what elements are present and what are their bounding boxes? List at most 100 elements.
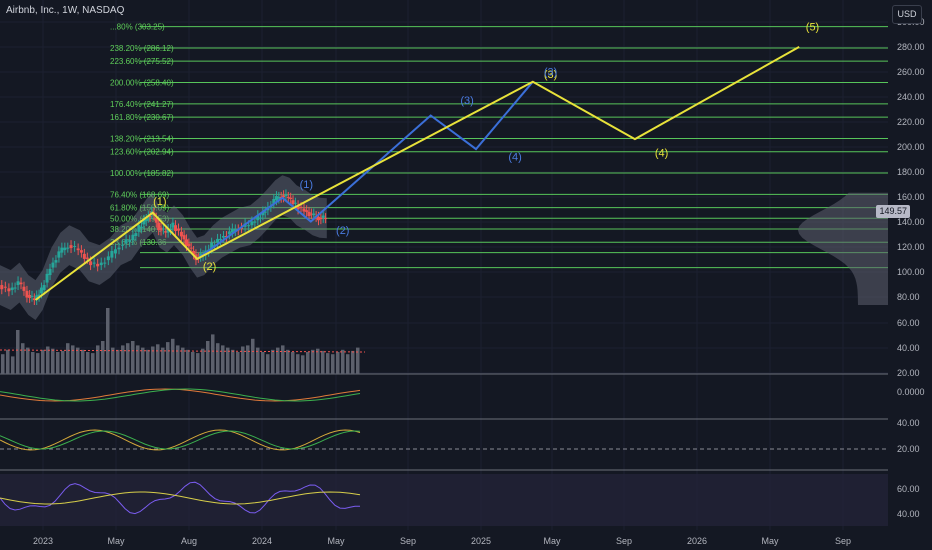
candle-body-20-1 [176, 228, 180, 231]
candle-body-36-2 [309, 213, 313, 215]
fib-label-13: 23.60% (130.36 [110, 238, 167, 247]
candle-body-8-2 [76, 248, 80, 251]
x-tick-6: 2025 [471, 536, 491, 546]
candle-body-7-0 [60, 247, 64, 253]
candle-body-35-0 [296, 205, 300, 210]
candle-body-0-1 [3, 286, 7, 288]
macd-pane [0, 388, 361, 402]
volume-bar-6 [31, 352, 35, 374]
y-tick-3: 240.00 [897, 92, 925, 102]
candle-body-32-1 [277, 196, 281, 199]
pane-tick-1: 40.00 [897, 418, 920, 428]
volume-bar-51 [256, 347, 260, 374]
volume-bar-45 [226, 347, 230, 374]
candle-body-28-2 [247, 225, 251, 227]
candle-body-8-0 [69, 245, 73, 249]
candle-body-5-0 [42, 285, 46, 291]
candle-body-26-1 [224, 235, 228, 237]
volume-bar-13 [66, 343, 70, 374]
candle-body-32-2 [279, 196, 283, 198]
candle-body-4-1 [37, 294, 41, 297]
y-tick-5: 200.00 [897, 142, 925, 152]
candle-body-20-2 [179, 231, 183, 237]
candle-body-37-2 [316, 216, 320, 221]
fib-label-6: 138.20% (213.54) [110, 134, 174, 143]
candle-body-1-1 [13, 287, 17, 289]
candle-body-2-0 [19, 282, 23, 285]
bollinger-band-area [0, 175, 327, 320]
volume-bar-44 [221, 345, 225, 374]
candle-body-7-1 [63, 247, 67, 251]
candle-body-6-0 [51, 262, 55, 268]
volume-bar-26 [131, 341, 135, 374]
volume-bar-35 [176, 345, 180, 374]
volume-bar-66 [331, 354, 335, 374]
candle-body-33-0 [282, 195, 286, 198]
blue-wave-label-2: (3) [460, 95, 473, 107]
yellow-wave-label-3: (4) [655, 148, 668, 160]
candle-body-27-1 [233, 229, 237, 232]
volume-bar-39 [196, 353, 200, 374]
candle-body-3-0 [28, 295, 32, 298]
candle-body-26-2 [227, 231, 231, 235]
currency-button[interactable]: USD [892, 5, 922, 24]
x-tick-1: May [107, 536, 125, 546]
volume-bar-56 [281, 345, 285, 374]
x-tick-9: 2026 [687, 536, 707, 546]
candle-body-18-1 [161, 228, 165, 230]
volume-bar-34 [171, 338, 175, 374]
candle-body-29-0 [250, 221, 254, 226]
pane-tick-3: 60.00 [897, 484, 920, 494]
candle-body-26-0 [221, 235, 225, 238]
candle-body-6-2 [57, 251, 61, 258]
candle-body-31-2 [272, 199, 276, 204]
y-tick-8: 140.00 [897, 217, 925, 227]
x-tick-8: Sep [616, 536, 632, 546]
pane-tick-2: 20.00 [897, 444, 920, 454]
candle-body-14-1 [134, 233, 138, 236]
volume-bar-69 [346, 354, 350, 374]
fib-label-9: 76.40% (168.69) [110, 190, 169, 199]
candle-body-5-2 [48, 268, 52, 276]
volume-bar-29 [146, 349, 150, 374]
candle-body-11-0 [99, 262, 103, 266]
candle-body-19-1 [168, 228, 172, 231]
candle-body-10-0 [89, 261, 93, 266]
candle-body-0-0 [0, 285, 4, 290]
volume-bar-40 [201, 348, 205, 374]
elliott-wave-labels: (1)(2)(3)(4)(5)(1)(2)(3)(4)(3) [153, 22, 819, 273]
volume-bar-25 [126, 343, 130, 374]
volume-bar-16 [81, 349, 85, 374]
candle-body-7-2 [66, 247, 70, 249]
candle-body-36-0 [305, 210, 309, 212]
candle-body-37-0 [312, 213, 316, 216]
volume-bar-9 [46, 346, 50, 374]
volume-bar-46 [231, 349, 235, 374]
candle-body-21-2 [187, 243, 191, 247]
candle-body-30-0 [258, 217, 262, 219]
candle-body-3-1 [30, 295, 34, 297]
pane-tick-4: 40.00 [897, 509, 920, 519]
volume-bar-24 [121, 345, 125, 374]
yellow-wave-label-4: (5) [806, 22, 819, 34]
volume-bar-0 [1, 354, 5, 374]
volume-bar-31 [156, 344, 160, 374]
volume-bar-21 [106, 308, 110, 374]
fib-label-4: 176.40% (241.27) [110, 100, 174, 109]
candle-body-33-1 [284, 194, 288, 197]
candle-body-11-1 [103, 262, 107, 264]
fib-label-3: 200.00% (258.40) [110, 79, 174, 88]
candle-body-6-1 [54, 260, 58, 263]
x-tick-2: Aug [181, 536, 197, 546]
volume-bar-58 [291, 352, 295, 374]
symbol-title: Airbnb, Inc., 1W, NASDAQ [6, 5, 125, 16]
y-tick-14: 20.00 [897, 368, 920, 378]
candle-body-17-1 [154, 217, 158, 223]
candle-body-3-2 [32, 298, 36, 301]
fib-label-7: 123.60% (202.94) [110, 148, 174, 157]
candle-body-32-0 [274, 196, 278, 201]
rsi-pane [0, 474, 888, 526]
volume-bar-32 [161, 347, 165, 374]
